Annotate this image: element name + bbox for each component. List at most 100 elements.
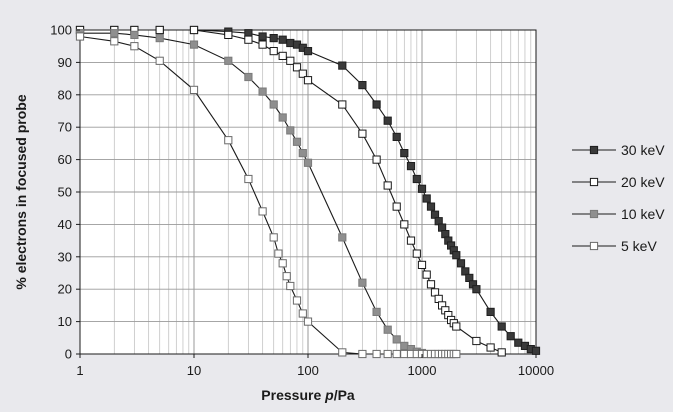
data-point [400, 149, 409, 158]
data-point [282, 272, 291, 281]
data-point [224, 56, 233, 65]
data-point [417, 260, 427, 269]
x-axis-title-part: p [324, 387, 334, 403]
data-point [269, 47, 278, 56]
data-point [422, 270, 431, 279]
data-point [383, 181, 392, 190]
data-point [358, 129, 367, 138]
legend-item: 10 keV [572, 206, 665, 222]
data-point [383, 116, 392, 125]
legend-item: 30 keV [572, 142, 665, 158]
legend-marker [589, 209, 599, 219]
data-point [274, 249, 283, 258]
data-point [406, 162, 416, 171]
x-tick-label: 100 [297, 363, 319, 378]
x-axis-title-part: /Pa [334, 387, 355, 403]
x-tick-label: 10 [187, 363, 201, 378]
data-point [400, 220, 409, 229]
data-point [392, 349, 401, 359]
data-point [130, 42, 139, 51]
data-point [338, 233, 347, 242]
data-point [292, 63, 302, 72]
data-point [155, 56, 164, 65]
y-axis-title: % electrons in focused probe [13, 94, 29, 289]
data-point [452, 349, 461, 359]
data-point [224, 136, 233, 145]
data-point [417, 184, 427, 193]
data-point [130, 30, 139, 39]
y-tick-label: 0 [65, 347, 72, 362]
data-point [110, 37, 119, 46]
data-point [486, 343, 495, 352]
legend-item: 5 keV [572, 238, 657, 254]
series-group [75, 25, 541, 359]
data-point [426, 202, 436, 211]
data-point [372, 100, 381, 109]
legend-label: 5 keV [621, 238, 657, 254]
series-30-kev [75, 25, 541, 355]
data-point [422, 194, 431, 203]
data-point [189, 40, 199, 49]
data-point [358, 278, 367, 287]
data-point [298, 149, 307, 158]
data-point [452, 322, 461, 331]
data-point [392, 335, 401, 344]
y-tick-labels: 0 10 20 30 40 50 60 70 80 90 100 [50, 23, 80, 362]
data-point [75, 32, 85, 41]
y-tick-label: 80 [58, 87, 72, 102]
x-tick-label: 1000 [408, 363, 437, 378]
data-point [155, 34, 164, 43]
legend-marker [589, 177, 599, 187]
legend: 30 keV 20 keV 10 keV 5 keV [572, 142, 665, 254]
data-point [258, 207, 267, 216]
x-axis-title-part: Pressure [261, 387, 325, 403]
y-tick-label: 100 [50, 23, 72, 38]
data-point [258, 40, 267, 49]
data-point [189, 85, 199, 95]
y-tick-label: 20 [58, 282, 72, 297]
data-point [412, 249, 421, 258]
y-tick-label: 60 [58, 152, 72, 167]
legend-label: 30 keV [621, 142, 665, 158]
y-tick-label: 70 [58, 120, 72, 135]
data-point [412, 174, 421, 184]
data-point [278, 113, 287, 122]
data-point [278, 259, 287, 268]
series-20-kev [75, 25, 506, 357]
data-point [269, 34, 278, 43]
data-point [358, 349, 367, 359]
data-point [244, 35, 253, 44]
data-point [286, 56, 295, 65]
x-tick-labels: 1 10 100 1000 10000 [76, 354, 554, 378]
y-tick-label: 90 [58, 55, 72, 70]
data-point [258, 32, 267, 41]
data-point [506, 332, 515, 341]
legend-label: 20 keV [621, 174, 665, 190]
data-point [298, 309, 307, 318]
data-point [456, 259, 466, 268]
y-tick-label: 40 [58, 217, 72, 232]
data-point [292, 296, 302, 305]
data-point [452, 251, 461, 260]
data-point [406, 236, 416, 245]
data-point [400, 349, 409, 359]
data-point [155, 25, 164, 35]
data-point [531, 346, 541, 355]
data-point [486, 307, 495, 316]
y-tick-label: 50 [58, 185, 72, 200]
x-tick-label: 1 [76, 363, 83, 378]
data-point [426, 280, 436, 289]
data-point [303, 317, 313, 326]
data-point [278, 51, 287, 60]
data-point [189, 25, 199, 35]
y-tick-label: 30 [58, 249, 72, 264]
data-point [286, 281, 295, 291]
data-point [110, 29, 119, 38]
data-point [497, 348, 506, 357]
data-point [269, 233, 278, 242]
legend-label: 10 keV [621, 206, 665, 222]
data-point [303, 47, 313, 56]
data-point [514, 338, 523, 347]
y-tick-label: 10 [58, 314, 72, 329]
